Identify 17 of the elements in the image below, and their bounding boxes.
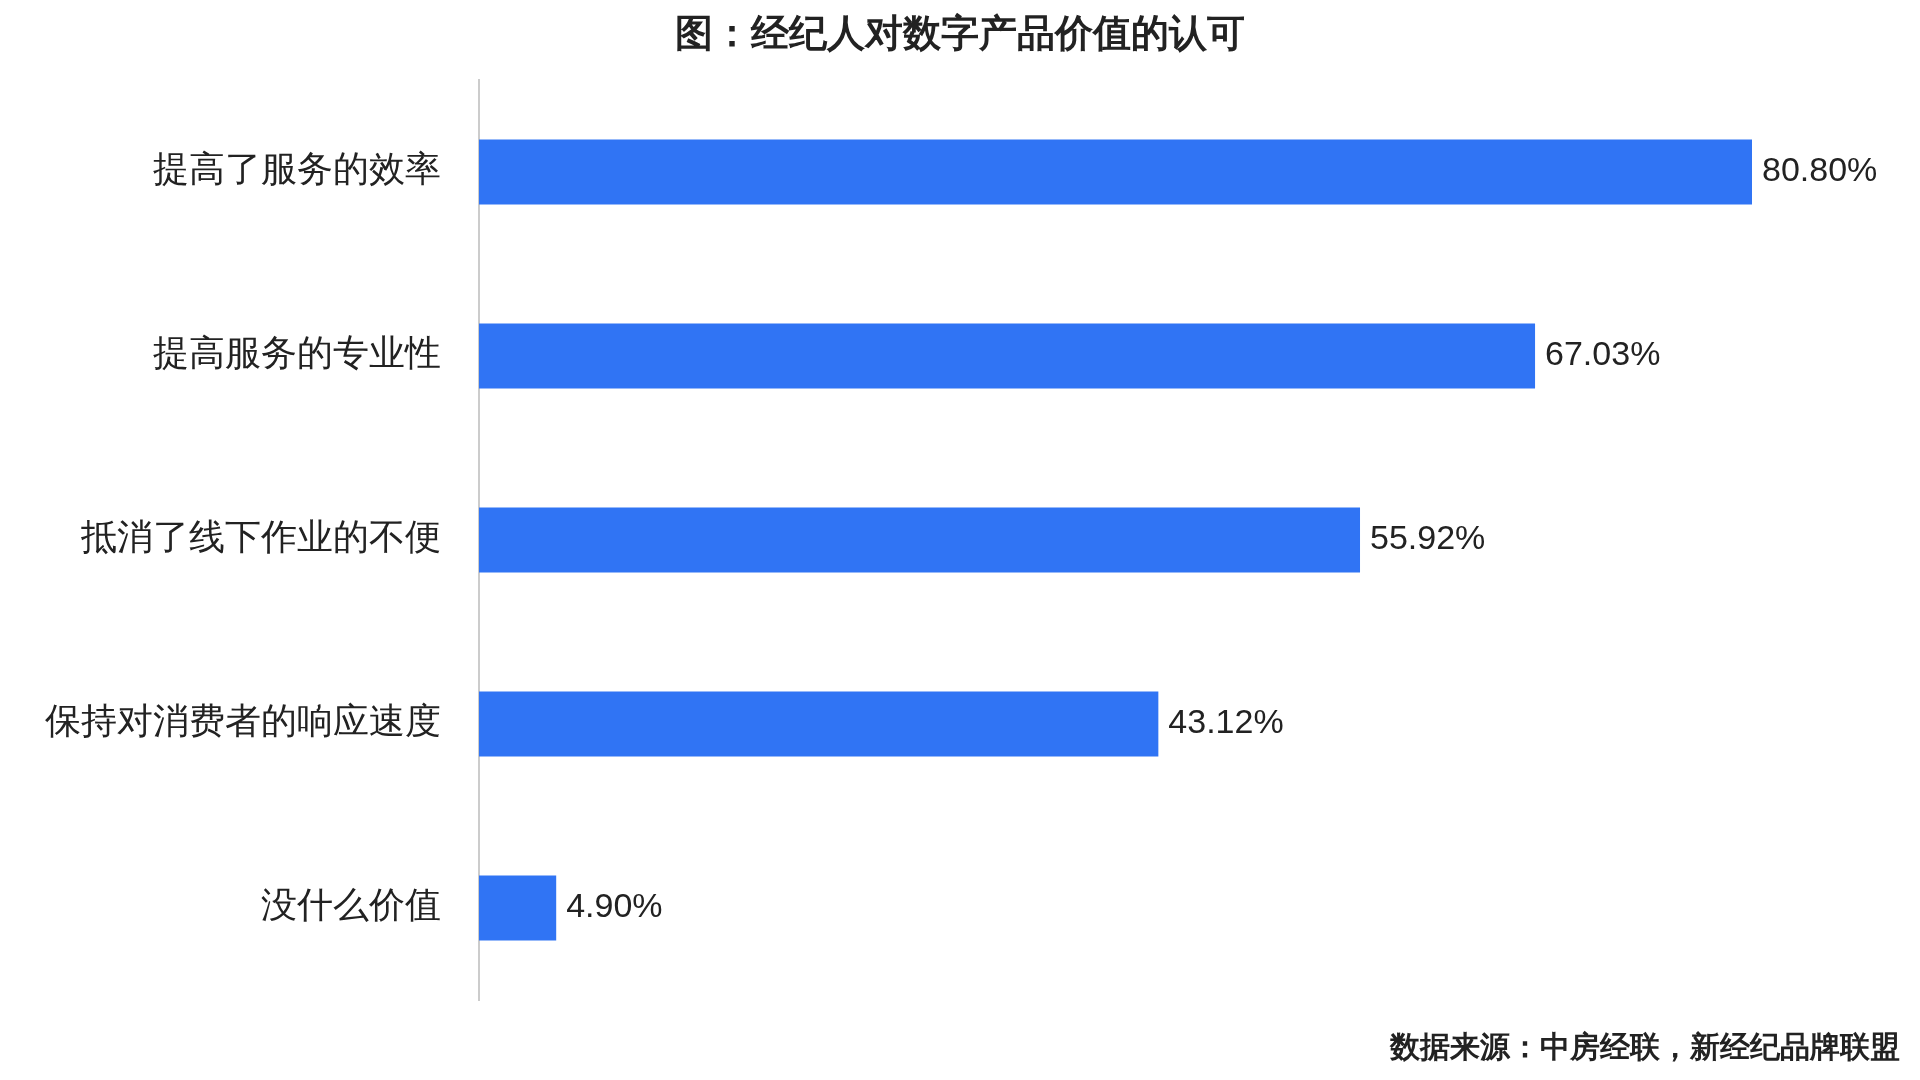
y-tick-label: 抵消了线下作业的不便 (80, 516, 441, 558)
y-tick-label: 没什么价值 (261, 884, 441, 926)
chart-title: 图：经纪人对数字产品价值的认可 (674, 10, 1246, 57)
bar (479, 507, 1361, 573)
y-tick-label: 提高了服务的效率 (153, 148, 441, 190)
data-label: 4.90% (566, 886, 663, 925)
y-tick-label: 保持对消费者的响应速度 (45, 700, 441, 742)
data-label: 55.92% (1370, 518, 1486, 557)
bar (479, 875, 557, 941)
data-label: 67.03% (1545, 334, 1661, 373)
y-tick-label: 提高服务的专业性 (153, 332, 441, 374)
data-label: 80.80% (1762, 150, 1878, 189)
bar (479, 139, 1752, 205)
bar (479, 691, 1159, 757)
data-label: 43.12% (1168, 702, 1284, 741)
source-note: 数据来源：中房经联，新经纪品牌联盟 (1390, 1028, 1900, 1066)
bar (479, 323, 1536, 389)
